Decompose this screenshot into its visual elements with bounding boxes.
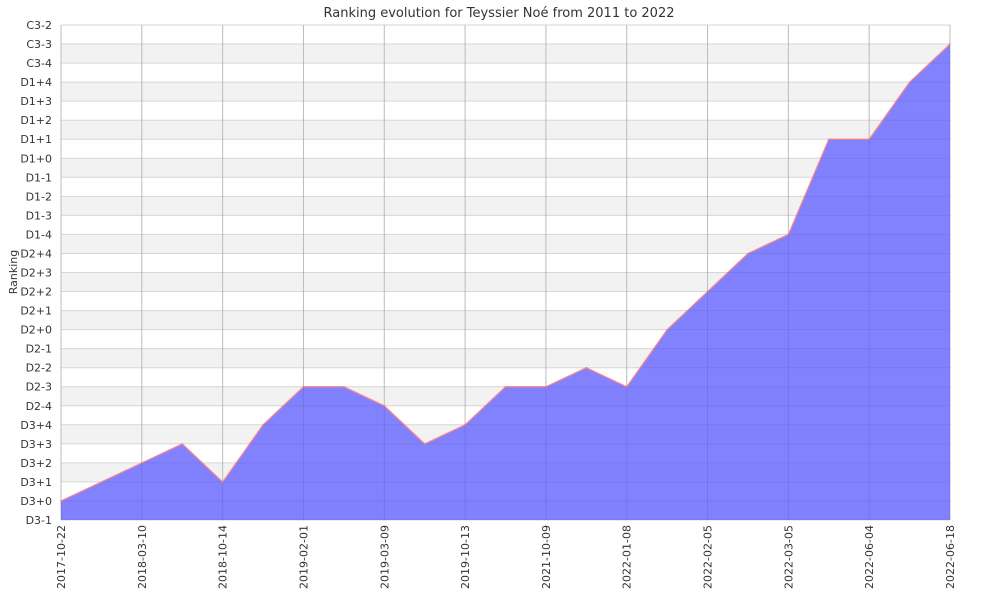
- data-point: [827, 138, 830, 141]
- y-tick-label: D3+1: [20, 476, 52, 489]
- y-tick-label: D1+3: [20, 95, 52, 108]
- y-tick-label: D2-2: [26, 362, 52, 375]
- grid-band: [61, 139, 950, 159]
- y-axis-label: Ranking: [7, 250, 20, 295]
- y-tick-label: D3+3: [20, 438, 52, 451]
- y-tick-label: D2+0: [20, 324, 52, 337]
- grid-band: [61, 44, 950, 64]
- grid-band: [61, 101, 950, 121]
- data-point: [747, 252, 749, 255]
- data-point: [706, 290, 709, 293]
- grid-band: [61, 120, 950, 140]
- y-tick-label: D2+1: [20, 305, 52, 318]
- y-tick-label: D2+2: [20, 286, 52, 299]
- y-tick-label: D1-3: [26, 209, 52, 222]
- y-axis-ticks: D3-1 D3+0 D3+1 D3+2 D3+3 D3+4 D2-4 D2-3 D2-2 D2-1…: [20, 19, 52, 527]
- y-tick-label: C3-4: [26, 57, 52, 70]
- grid-band: [61, 215, 950, 235]
- data-point: [302, 385, 305, 388]
- data-point: [666, 328, 668, 331]
- grid-band: [61, 253, 950, 273]
- data-point: [423, 443, 426, 445]
- y-tick-label: D2-3: [26, 381, 52, 394]
- y-tick-label: D1+0: [20, 152, 52, 165]
- x-tick-label: 2017-10-22: [55, 525, 68, 589]
- y-tick-label: D3+4: [20, 419, 52, 432]
- grid-band: [61, 234, 950, 254]
- y-tick-label: D2+4: [20, 247, 52, 260]
- grid-band: [61, 63, 950, 83]
- y-tick-label: D2-4: [26, 400, 52, 413]
- data-point: [504, 385, 507, 388]
- x-tick-label: 2019-03-09: [378, 525, 391, 589]
- data-point: [141, 462, 143, 464]
- data-point: [625, 385, 628, 388]
- y-tick-label: D1-2: [26, 190, 52, 203]
- data-point: [221, 481, 224, 483]
- y-tick-label: D1-4: [26, 228, 52, 241]
- y-tick-label: D1-1: [26, 171, 52, 184]
- x-tick-label: 2018-03-10: [136, 525, 149, 589]
- data-point: [787, 233, 790, 236]
- y-tick-label: D3+0: [20, 495, 52, 508]
- data-point: [383, 404, 386, 407]
- data-point: [908, 81, 911, 83]
- x-tick-label: 2022-06-04: [863, 525, 876, 589]
- x-tick-label: 2018-10-14: [217, 525, 230, 589]
- y-tick-label: D1+4: [20, 76, 52, 89]
- x-tick-label: 2022-06-18: [944, 525, 957, 589]
- data-point: [545, 385, 547, 388]
- grid-band: [61, 196, 950, 216]
- y-tick-label: D2-1: [26, 343, 52, 356]
- area-layer: [60, 24, 951, 521]
- x-tick-label: 2019-02-01: [297, 525, 310, 589]
- y-tick-label: D3+2: [20, 457, 52, 470]
- ranking-area: [61, 44, 950, 521]
- x-axis-ticks: 2017-10-22 2018-03-10 2018-10-14 2019-02-01…: [55, 525, 957, 589]
- data-point: [60, 500, 62, 502]
- grid-band: [61, 158, 950, 178]
- grid-band: [61, 82, 950, 102]
- x-tick-label: 2022-03-05: [782, 525, 795, 589]
- y-tick-label: D1+2: [20, 114, 52, 127]
- data-point: [949, 43, 951, 45]
- grid-band: [61, 177, 950, 197]
- ranking-line: [60, 43, 951, 502]
- chart-title: Ranking evolution for Teyssier Noé from …: [324, 6, 675, 21]
- y-tick-label: D1+1: [20, 133, 52, 146]
- data-point: [343, 385, 345, 388]
- x-tick-label: 2022-01-08: [621, 525, 634, 589]
- y-tick-label: C3-2: [26, 19, 52, 32]
- x-tick-label: 2021-10-09: [540, 525, 553, 589]
- data-point: [585, 366, 588, 369]
- data-point: [181, 443, 184, 445]
- x-tick-label: 2022-02-05: [702, 525, 715, 589]
- y-tick-label: C3-3: [26, 38, 52, 51]
- data-point: [868, 138, 870, 141]
- y-tick-label: D3-1: [26, 514, 52, 527]
- data-point: [262, 424, 264, 426]
- y-tick-label: D2+3: [20, 267, 52, 280]
- data-point: [464, 424, 466, 426]
- x-tick-label: 2019-10-13: [459, 525, 472, 589]
- grid-band: [61, 25, 950, 45]
